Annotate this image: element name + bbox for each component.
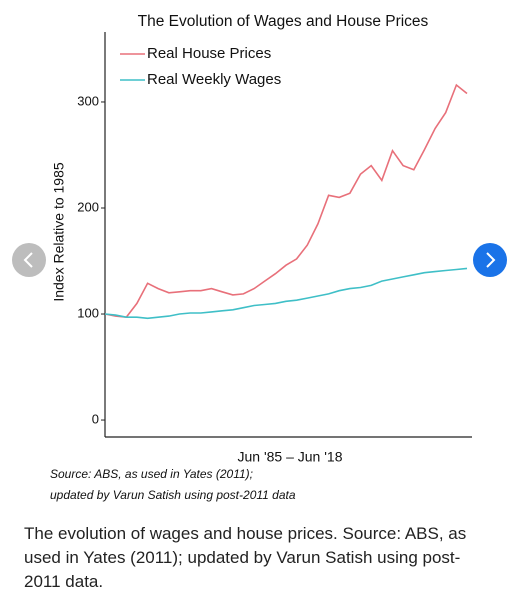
source-note: Source: ABS, as used in Yates (2011); <box>50 467 253 481</box>
legend-label: Real Weekly Wages <box>147 71 281 88</box>
carousel-next[interactable] <box>473 243 507 277</box>
prev-icon <box>23 252 33 268</box>
x-axis-label: Jun '85 – Jun '18 <box>238 449 343 465</box>
legend-label: Real House Prices <box>147 45 271 62</box>
chart-title: The Evolution of Wages and House Prices <box>138 13 429 30</box>
caption: The evolution of wages and house prices.… <box>24 524 467 591</box>
y-tick-label: 300 <box>77 93 99 108</box>
source-note: updated by Varun Satish using post-2011 … <box>50 488 296 502</box>
next-icon <box>486 252 496 268</box>
carousel-prev[interactable] <box>12 243 46 277</box>
next-button[interactable] <box>473 243 507 277</box>
series-line <box>104 83 468 319</box>
y-tick-label: 100 <box>77 305 99 320</box>
y-tick-label: 200 <box>77 199 99 214</box>
series-line <box>104 267 468 320</box>
y-axis-label: Index Relative to 1985 <box>51 162 67 302</box>
prev-button[interactable] <box>12 243 46 277</box>
y-tick-label: 0 <box>92 411 99 426</box>
chart: The Evolution of Wages and House Prices … <box>12 13 507 502</box>
